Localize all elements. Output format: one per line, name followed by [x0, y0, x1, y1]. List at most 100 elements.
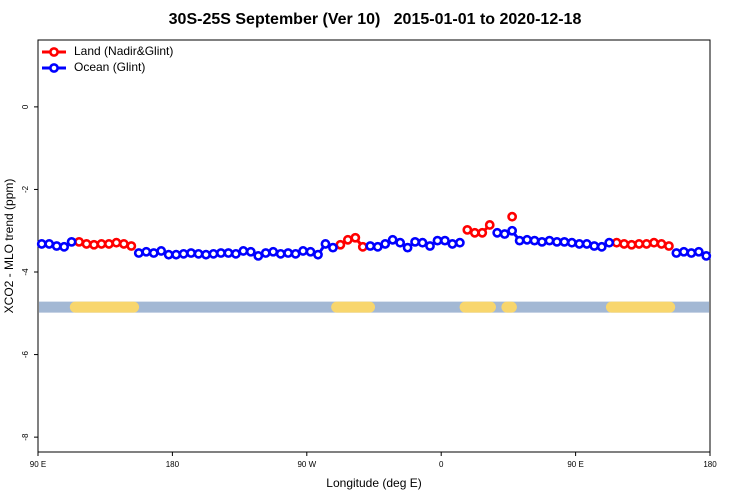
data-point: [320, 239, 331, 249]
data-point: [148, 248, 159, 258]
y-tick-label: -8: [21, 433, 30, 441]
data-point: [208, 248, 219, 259]
data-point: [275, 248, 286, 259]
data-point: [328, 242, 338, 253]
data-point: [626, 239, 637, 250]
x-tick-label: 90 W: [297, 460, 316, 469]
data-point: [253, 251, 264, 261]
data-point: [44, 239, 55, 249]
data-point: [604, 237, 615, 248]
data-point: [619, 239, 630, 249]
y-tick-label: -2: [21, 185, 30, 193]
data-point: [260, 248, 271, 258]
data-point: [454, 237, 465, 248]
legend-marker: [49, 47, 59, 57]
data-point: [290, 248, 301, 259]
data-point: [566, 237, 577, 248]
chart-title: 30S-25S September (Ver 10) 2015-01-01 to…: [169, 11, 582, 28]
data-point: [216, 248, 226, 258]
data-point: [305, 246, 316, 257]
data-point: [529, 235, 540, 246]
legend-label: Ocean (Glint): [74, 60, 145, 74]
data-point: [507, 225, 518, 236]
data-point: [238, 246, 249, 256]
data-point: [440, 235, 450, 246]
data-point: [245, 246, 256, 257]
data-point: [589, 241, 600, 251]
data-point: [552, 236, 562, 247]
data-point: [201, 249, 211, 260]
data-point: [425, 241, 435, 251]
data-point: [649, 237, 659, 248]
x-axis-label: Longitude (deg E): [326, 476, 421, 490]
data-point: [171, 249, 182, 260]
data-point: [51, 241, 62, 251]
data-point: [596, 241, 607, 252]
data-point: [514, 235, 525, 246]
legend-marker: [49, 63, 59, 73]
data-point: [611, 237, 622, 248]
data-point: [223, 248, 234, 258]
data-point: [372, 241, 383, 252]
data-point: [387, 234, 398, 245]
data-point: [537, 236, 547, 247]
data-point: [522, 234, 532, 245]
data-point: [380, 239, 391, 249]
data-point: [89, 239, 99, 250]
data-point: [701, 251, 712, 261]
data-point: [469, 227, 480, 238]
data-point: [298, 246, 308, 256]
data-point: [36, 239, 47, 249]
data-point: [492, 227, 503, 238]
data-point: [141, 246, 152, 257]
x-tick-label: 180: [166, 460, 180, 469]
data-point: [395, 237, 406, 248]
data-point: [350, 232, 361, 243]
data-point: [186, 248, 196, 258]
data-point: [365, 241, 376, 251]
data-point: [656, 239, 667, 249]
data-point: [671, 248, 682, 258]
data-point: [410, 236, 420, 247]
data-point: [499, 229, 510, 239]
data-point: [126, 241, 137, 251]
y-tick-label: -6: [21, 350, 30, 358]
data-point: [156, 246, 167, 256]
data-point: [193, 248, 204, 259]
data-point: [74, 236, 84, 247]
data-point: [462, 224, 473, 235]
data-point: [163, 249, 174, 260]
data-point: [484, 220, 495, 230]
data-point: [59, 241, 70, 252]
data-point: [81, 239, 92, 249]
data-point: [66, 236, 77, 247]
x-tick-label: 90 E: [30, 460, 46, 469]
data-point: [634, 239, 644, 249]
data-point: [402, 242, 413, 253]
data-point: [686, 248, 697, 258]
data-point: [507, 211, 518, 222]
data-point: [118, 239, 129, 249]
data-point: [544, 235, 555, 246]
data-point: [559, 236, 570, 247]
data-point: [693, 246, 704, 257]
data-point: [230, 248, 241, 259]
data-point: [574, 239, 585, 249]
data-point: [678, 246, 689, 257]
data-point: [342, 234, 353, 245]
y-tick-label: -4: [21, 268, 30, 276]
data-point: [664, 241, 674, 251]
data-point: [104, 239, 114, 249]
y-axis-label: XCO2 - MLO trend (ppm): [2, 179, 16, 314]
x-tick-label: 180: [703, 460, 717, 469]
data-point: [133, 248, 144, 258]
data-point: [178, 248, 189, 259]
data-point: [477, 227, 488, 238]
legend-label: Land (Nadir&Glint): [74, 44, 173, 58]
data-point: [283, 248, 294, 258]
data-point: [432, 235, 443, 246]
x-tick-label: 0: [439, 460, 444, 469]
data-point: [335, 239, 346, 250]
data-point: [447, 239, 458, 249]
